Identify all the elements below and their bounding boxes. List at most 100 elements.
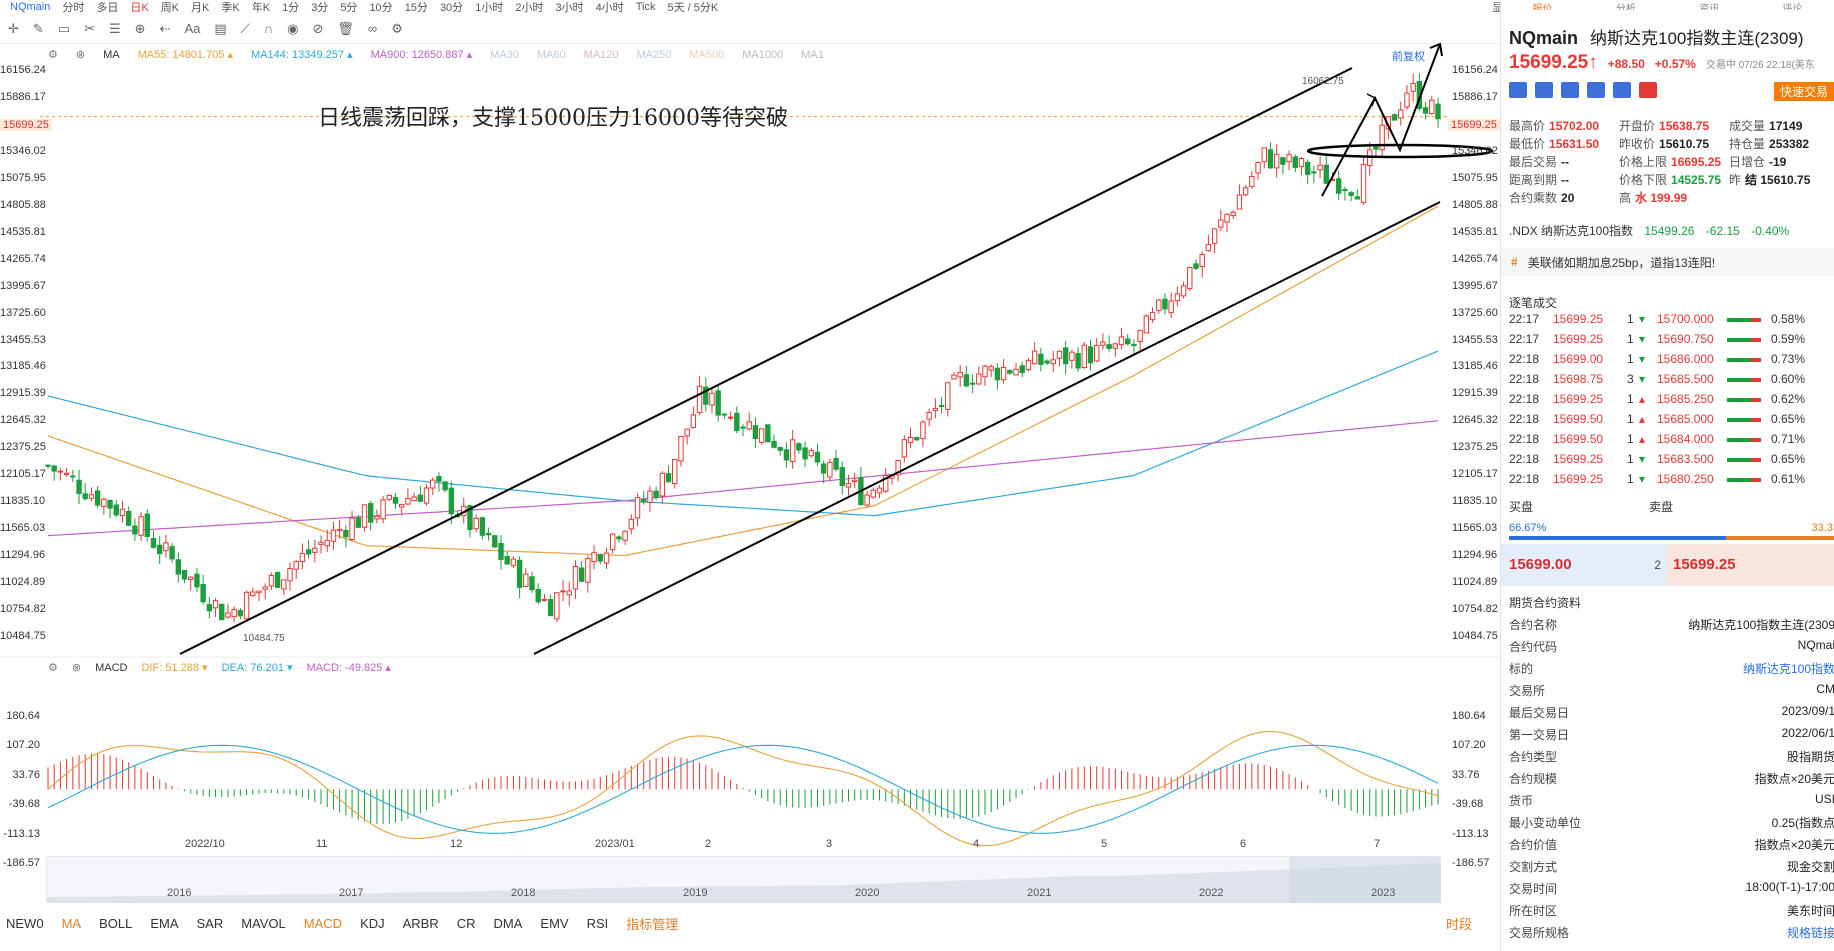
kline-chart[interactable]: [0, 0, 1500, 951]
channel-upper-line[interactable]: [179, 67, 1353, 655]
period-item[interactable]: 1分: [282, 2, 300, 14]
crosshair-icon[interactable]: ✛: [8, 20, 19, 36]
period-item[interactable]: 15分: [404, 2, 428, 14]
macd-name[interactable]: MACD: [95, 661, 128, 674]
trade-row[interactable]: 22:18 15699.00 1 15686.000 0.73% ▾: [1501, 350, 1834, 370]
news-banner[interactable]: # 美联储如期加息25bp，道指13连阳!: [1501, 248, 1834, 276]
flag-icon[interactable]: [1509, 82, 1527, 98]
symbol-label[interactable]: NQmain: [10, 1, 51, 13]
camera-icon[interactable]: [1587, 82, 1605, 98]
period-item[interactable]: 10分: [369, 2, 393, 14]
magnet-icon[interactable]: ∩: [263, 21, 274, 36]
spec-value[interactable]: 规格链接: [1786, 926, 1834, 940]
indicator-boll[interactable]: BOLL: [99, 915, 133, 931]
indicator-new0[interactable]: NEW0: [6, 915, 44, 931]
trade-row[interactable]: 22:18 15699.50 1 15685.000 0.65% ▴: [1501, 410, 1834, 430]
ask-box[interactable]: 15699.25: [1667, 544, 1834, 586]
ma-inactive[interactable]: MA1000: [742, 48, 784, 61]
support-ellipse[interactable]: [1306, 143, 1494, 159]
period-item-active[interactable]: 日K: [130, 2, 149, 14]
ma-label[interactable]: MA: [103, 48, 120, 61]
scissors-icon[interactable]: ✂: [84, 20, 96, 36]
settings-icon[interactable]: ⚙: [391, 20, 403, 36]
trade-row[interactable]: 22:18 15698.75 3 15685.500 0.60% ▾: [1501, 370, 1834, 390]
doc-icon[interactable]: [1613, 82, 1631, 98]
chart-icon[interactable]: [1535, 82, 1553, 98]
index-row[interactable]: .NDX 纳斯达克100指数 15499.26 -62.15 -0.40%: [1509, 222, 1789, 239]
pen-icon[interactable]: ✎: [32, 20, 44, 36]
indicator-emv[interactable]: EMV: [540, 915, 569, 931]
period-item[interactable]: 5分: [340, 2, 358, 14]
indicator-arbr[interactable]: ARBR: [402, 915, 439, 931]
period-item[interactable]: Tick: [635, 1, 656, 13]
rectangle-icon[interactable]: ▭: [57, 20, 71, 36]
heart-icon[interactable]: [1639, 82, 1657, 98]
period-item[interactable]: 季K: [221, 2, 240, 14]
channel-lower-line[interactable]: [533, 201, 1441, 655]
period-item[interactable]: 30分: [439, 2, 464, 14]
lines-icon[interactable]: ☰: [109, 20, 121, 36]
close-icon[interactable]: ⊗: [71, 662, 82, 674]
ma-inactive[interactable]: MA120: [583, 48, 619, 61]
ma-inactive[interactable]: MA500: [689, 48, 725, 61]
ruler-icon[interactable]: ⟋: [240, 20, 250, 36]
tab-comments[interactable]: 评论: [1782, 4, 1803, 10]
text-icon[interactable]: Aa: [184, 21, 201, 36]
period-item[interactable]: 多日: [96, 2, 119, 14]
eye-icon[interactable]: ◉: [287, 20, 299, 36]
period-item[interactable]: 2小时: [515, 2, 544, 14]
ma-inactive[interactable]: MA30: [490, 48, 519, 61]
arrow-left-icon[interactable]: ⇠: [159, 20, 171, 36]
indicator-ema[interactable]: EMA: [150, 915, 179, 931]
indicator-manage-button[interactable]: 指标管理: [626, 916, 679, 932]
close-icon[interactable]: ⊗: [75, 49, 86, 61]
settings-icon[interactable]: ⚙: [48, 662, 58, 674]
indicator-dma[interactable]: DMA: [493, 915, 523, 931]
period-item[interactable]: 年K: [251, 2, 271, 14]
stat-cell: 持仓量 253382: [1729, 135, 1834, 152]
tab-quote[interactable]: 报价: [1532, 4, 1553, 10]
trades-list[interactable]: 22:17 15699.25 1 15700.000 0.58% ▾ 22:17 15699.…: [1501, 310, 1834, 490]
bid-box[interactable]: 15699.00 2: [1501, 544, 1667, 586]
lock-icon[interactable]: ⊘: [312, 20, 324, 36]
period-item[interactable]: 3小时: [555, 2, 584, 14]
period-item[interactable]: 月K: [191, 2, 210, 14]
ma-inactive[interactable]: MA60: [536, 48, 566, 61]
measure-icon[interactable]: ⊕: [134, 20, 146, 36]
comment-icon[interactable]: ▤: [214, 20, 227, 36]
settings-icon[interactable]: ⚙: [48, 49, 58, 61]
trash-icon[interactable]: 🗑: [337, 20, 354, 36]
period-item[interactable]: 4小时: [595, 2, 624, 14]
session-button[interactable]: 时段: [1445, 916, 1472, 932]
period-item[interactable]: 分时: [62, 2, 85, 14]
spec-value[interactable]: 纳斯达克100指数: [1742, 662, 1834, 676]
trade-row[interactable]: 22:17 15699.25 1 15700.000 0.58% ▾: [1501, 310, 1834, 330]
trade-row[interactable]: 22:18 15699.25 1 15685.250 0.62% ▴: [1501, 390, 1834, 410]
tab-analysis[interactable]: 分析: [1615, 4, 1636, 10]
period-item[interactable]: 3分: [311, 2, 329, 14]
tab-news[interactable]: 资讯: [1699, 4, 1720, 10]
range-navigator[interactable]: 2016 2017 2018 2019 2020 2021 2022 2023: [46, 856, 1441, 903]
ma-inactive[interactable]: MA250: [636, 48, 672, 61]
indicator-mavol[interactable]: MAVOL: [241, 915, 286, 931]
adjust-toggle[interactable]: 前复权: [1392, 51, 1425, 63]
ma-inactive[interactable]: MA1: [801, 48, 824, 61]
trade-row[interactable]: 22:17 15699.25 1 15690.750 0.59% ▾: [1501, 330, 1834, 350]
trade-row[interactable]: 22:18 15699.50 1 15684.000 0.71% ▴: [1501, 430, 1834, 450]
period-item[interactable]: 周K: [160, 2, 180, 14]
quick-trade-button[interactable]: 快速交易: [1773, 82, 1834, 101]
dif-value: 51.288: [165, 662, 199, 674]
shield-icon[interactable]: [1561, 82, 1579, 98]
indicator-kdj[interactable]: KDJ: [360, 915, 385, 931]
trade-row[interactable]: 22:18 15699.25 1 15683.500 0.65% ▾: [1501, 450, 1834, 470]
link-icon[interactable]: ∞: [367, 21, 378, 36]
trade-row[interactable]: 22:18 15699.25 1 15680.250 0.61% ▾: [1501, 470, 1834, 490]
breakout-arrow[interactable]: [1321, 43, 1441, 197]
indicator-rsi[interactable]: RSI: [586, 915, 609, 931]
indicator-macd[interactable]: MACD: [303, 915, 343, 931]
indicator-ma[interactable]: MA: [61, 915, 82, 931]
period-item[interactable]: 5天 / 5分K: [667, 2, 719, 14]
indicator-cr[interactable]: CR: [456, 915, 476, 931]
indicator-sar[interactable]: SAR: [196, 915, 224, 931]
period-item[interactable]: 1小时: [475, 2, 504, 14]
